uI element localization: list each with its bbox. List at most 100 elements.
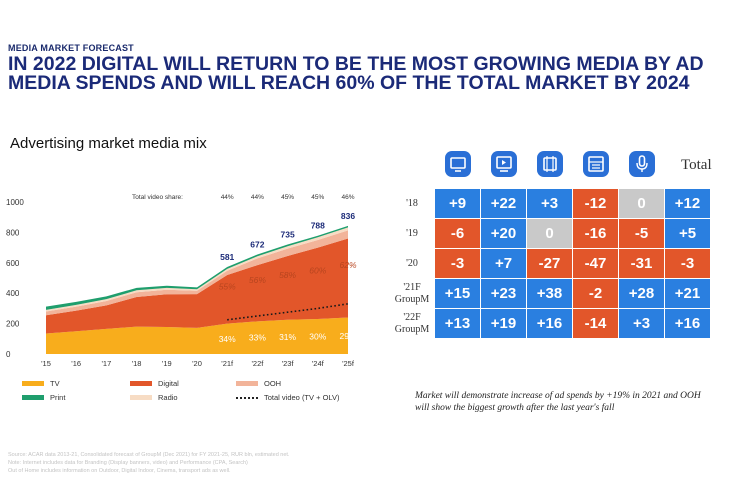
- table-cell: +16: [665, 309, 710, 338]
- series-area-tv: [46, 317, 348, 354]
- table-cell: -31: [619, 249, 664, 278]
- tv-share-label: 31%: [279, 332, 296, 342]
- y-tick-label: 1000: [6, 198, 24, 207]
- video-share-value: 44%: [221, 194, 234, 201]
- tv-share-label: 29%: [339, 331, 356, 341]
- legend-item-ooh: OOH: [236, 379, 281, 388]
- legend-item-tv: TV: [22, 379, 60, 388]
- y-tick-label: 200: [6, 320, 20, 329]
- legend-swatch-digital: [130, 381, 152, 386]
- table-cell: +22: [481, 189, 526, 218]
- table-cell: 0: [527, 219, 572, 248]
- legend-item-digital: Digital: [130, 379, 179, 388]
- y-tick-label: 600: [6, 259, 20, 268]
- table-cell: +3: [619, 309, 664, 338]
- market-note: Market will demonstrate increase of ad s…: [415, 391, 701, 413]
- legend-swatch-print: [22, 395, 44, 400]
- total-value-label: 672: [250, 239, 264, 249]
- legend-label-print: Print: [50, 393, 66, 402]
- headline: IN 2022 DIGITAL WILL RETURN TO BE THE MO…: [8, 53, 704, 94]
- table-cell: +38: [527, 279, 572, 308]
- table-cell: +5: [665, 219, 710, 248]
- x-tick-label: '18: [132, 359, 142, 368]
- table-cell: -5: [619, 219, 664, 248]
- x-tick-label: '24f: [312, 359, 325, 368]
- table-cell: -16: [573, 219, 618, 248]
- row-label: '21F GroupM: [394, 282, 430, 305]
- table-cell: +13: [435, 309, 480, 338]
- series-area-digital: [46, 238, 348, 334]
- legend-item-total-video: Total video (TV + OLV): [236, 393, 340, 402]
- radio-icon: [629, 151, 655, 177]
- digital-share-label: 56%: [249, 275, 266, 285]
- legend-item-print: Print: [22, 393, 65, 402]
- table-cell: +15: [435, 279, 480, 308]
- x-tick-label: '21f: [221, 359, 234, 368]
- total-value-label: 788: [311, 221, 325, 231]
- x-tick-label: '25f: [342, 359, 355, 368]
- row-label: '18: [406, 198, 418, 209]
- legend-swatch-ooh: [236, 381, 258, 386]
- legend-label-total-video: Total video (TV + OLV): [264, 393, 340, 402]
- print-icon: [583, 151, 609, 177]
- digital-share-label: 58%: [279, 270, 296, 280]
- table-cell: +23: [481, 279, 526, 308]
- table-cell: -2: [573, 279, 618, 308]
- x-tick-label: '23f: [282, 359, 295, 368]
- x-tick-label: '20: [192, 359, 202, 368]
- table-cell: +20: [481, 219, 526, 248]
- footnote-note: Note: Internet includes data for Brandin…: [8, 460, 248, 466]
- table-cell: 0: [619, 189, 664, 218]
- legend-label-tv: TV: [50, 379, 60, 388]
- video-share-value: 45%: [311, 194, 324, 201]
- tv-share-label: 33%: [249, 333, 266, 343]
- total-column-label: Total: [681, 157, 712, 173]
- table-cell: +3: [527, 189, 572, 218]
- row-label: '22F GroupM: [394, 312, 430, 335]
- legend-swatch-tv: [22, 381, 44, 386]
- tv-share-label: 34%: [219, 334, 236, 344]
- video-share-value: 45%: [281, 194, 294, 201]
- row-label: '20: [406, 258, 418, 269]
- chart-subtitle: Advertising market media mix: [10, 135, 207, 152]
- table-cell: +28: [619, 279, 664, 308]
- table-cell: -3: [435, 249, 480, 278]
- x-tick-label: '19: [162, 359, 172, 368]
- total-value-label: 581: [220, 252, 234, 262]
- x-tick-label: '17: [102, 359, 112, 368]
- legend-label-radio: Radio: [158, 393, 178, 402]
- table-cell: -6: [435, 219, 480, 248]
- legend-label-digital: Digital: [158, 379, 179, 388]
- table-cell: -14: [573, 309, 618, 338]
- table-cell: +9: [435, 189, 480, 218]
- table-cell: +19: [481, 309, 526, 338]
- table-cell: -3: [665, 249, 710, 278]
- y-tick-label: 800: [6, 228, 20, 237]
- footnote-ooh: Out of Home includes information on Outd…: [8, 468, 231, 474]
- digital-icon: [491, 151, 517, 177]
- tv-share-label: 30%: [309, 332, 326, 342]
- y-tick-label: 0: [6, 350, 11, 359]
- area-chart: 0 200 400 600 800 1000 '15 '16 '17 '18 '19 '20 '21f '…: [6, 194, 357, 368]
- y-tick-label: 400: [6, 289, 20, 298]
- series-area-ooh: [46, 230, 348, 316]
- legend-swatch-radio: [130, 395, 152, 400]
- tv-icon: [445, 151, 471, 177]
- table-cell: -27: [527, 249, 572, 278]
- kicker: MEDIA MARKET FORECAST: [8, 43, 134, 53]
- table-cell: +21: [665, 279, 710, 308]
- x-tick-label: '15: [41, 359, 51, 368]
- digital-share-label: 55%: [219, 281, 236, 291]
- footnote-source: Source: ACAR data 2013-21, Consolidated …: [8, 452, 290, 458]
- row-label: '19: [406, 228, 418, 239]
- legend-item-radio: Radio: [130, 393, 178, 402]
- table-cell: +16: [527, 309, 572, 338]
- series-line-total-video: [227, 303, 349, 321]
- legend-label-ooh: OOH: [264, 379, 282, 388]
- table-cell: +12: [665, 189, 710, 218]
- table-cell: -47: [573, 249, 618, 278]
- digital-share-label: 62%: [339, 260, 356, 270]
- video-share-label: Total video share:: [132, 194, 183, 201]
- video-share-value: 44%: [251, 194, 264, 201]
- total-value-label: 735: [281, 230, 295, 240]
